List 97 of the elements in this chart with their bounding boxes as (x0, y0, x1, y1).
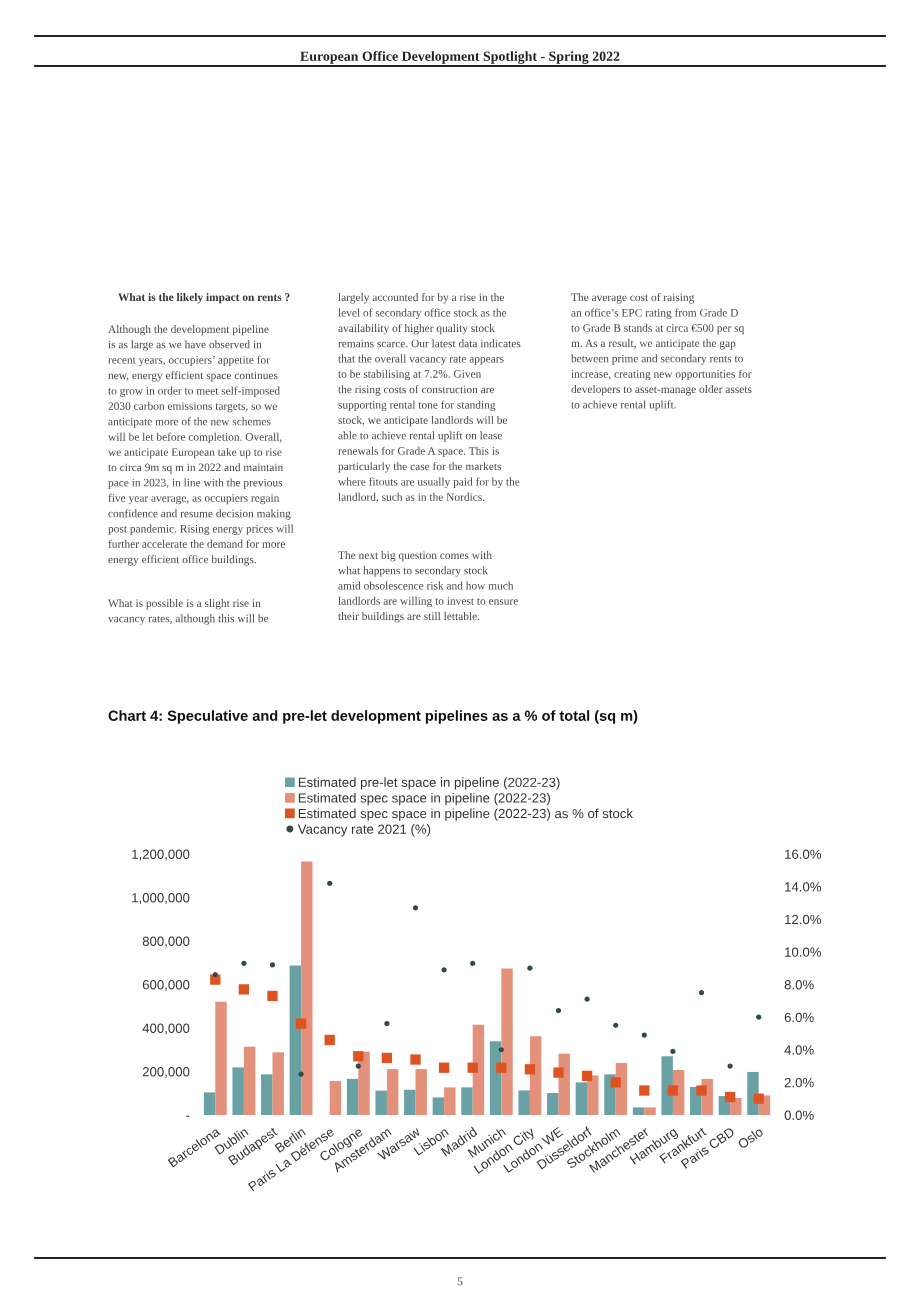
point (298, 1071, 304, 1077)
point (527, 965, 533, 971)
point (327, 880, 333, 886)
bar (404, 1089, 416, 1115)
text: Although the development pipeline is as large as we have observed in recent years, occupiers’ appetite for new, energy efficient space continues to grow in order to meet self-imposed 2030 carbon emissions targets, so we anticipate more of the new schemes will be let before completion. Overall, we anticipate European take up to rise to circa 9m sq m in 2022 and maintain pace in 2023, in line with the previous five year average, as occupiers regain confidence and resume decision making post pandemic. Rising energy prices will further accelerate the demand for more energy efficient office buildings. (108, 325, 294, 566)
legend-label: Vacancy rate 2021 (%) (297, 824, 431, 837)
y2-tick-label: 4.0% (784, 1045, 814, 1055)
bar (432, 1097, 445, 1115)
bar (272, 1052, 284, 1115)
y2-tick-label: 16.0% (785, 849, 822, 859)
point (238, 984, 250, 995)
bar (261, 1074, 273, 1115)
y-tick-label: 1,000,000 (132, 893, 190, 904)
point (727, 1063, 733, 1069)
legend-label: Estimated pre-let space in pipeline (2022-23) (298, 777, 560, 790)
bar (289, 965, 302, 1115)
point (241, 960, 247, 966)
bar (529, 1036, 542, 1115)
bar (632, 1107, 645, 1115)
y2-tick-label: 8.0% (784, 980, 814, 990)
point (670, 1048, 676, 1054)
y2-tick-label: 2.0% (784, 1077, 814, 1088)
y-tick-label: 600,000 (142, 980, 190, 991)
point (381, 1052, 393, 1064)
point (355, 1063, 361, 1069)
point (267, 990, 278, 1002)
legend-label: Estimated spec space in pipeline (2022-23) (298, 792, 551, 806)
point (412, 905, 419, 911)
y2-tick-label: 10.0% (785, 947, 822, 957)
text: largely accounted for by a rise in the level of secondary office stock as the availability of higher quality stock remains scarce. Our latest data indicates that the overall vacancy rate appears to be stabilising at 7.2%. Given the rising costs of construction are supporting rental tone for standing stock, we anticipate landlords will be able to achieve rental uplift on lease renewals for Grade A space. This is particularly the case for the markets where fitouts are usually paid for by the landlord, such as in the Nordics. (338, 293, 521, 503)
bar (730, 1098, 742, 1115)
point (613, 1022, 619, 1028)
text: What is possible is a slight rise in vacancy rates, although this will be (108, 599, 269, 625)
point (639, 1085, 650, 1096)
bar (232, 1067, 244, 1115)
bar (301, 861, 313, 1115)
point (410, 1054, 421, 1065)
point (555, 1008, 562, 1014)
bar (329, 1081, 342, 1115)
point (384, 1021, 390, 1027)
y2-tick-label: 6.0% (784, 1012, 814, 1023)
y-tick-label: 400,000 (142, 1023, 190, 1035)
point (584, 996, 590, 1002)
point (324, 1034, 335, 1046)
point (269, 962, 276, 968)
point (438, 1062, 450, 1073)
text: What is the likely impact on rents ? (118, 293, 290, 304)
bar (501, 968, 513, 1115)
y-tick-label: - (186, 1115, 190, 1117)
point (470, 960, 476, 966)
bar (444, 1087, 456, 1115)
bar (461, 1087, 473, 1115)
bar (489, 1041, 502, 1115)
point (496, 1062, 507, 1073)
point (581, 1070, 593, 1081)
bar (575, 1082, 588, 1115)
point (756, 1014, 762, 1020)
point (610, 1077, 621, 1088)
bar (415, 1069, 427, 1115)
bar (203, 1092, 216, 1115)
x-tick-label: Oslo (736, 1126, 764, 1150)
point (353, 1051, 364, 1062)
point (553, 1067, 564, 1078)
bar (644, 1107, 656, 1115)
point (498, 1047, 504, 1053)
y-tick-label: 200,000 (142, 1067, 190, 1078)
bar (375, 1090, 387, 1115)
point (441, 967, 447, 973)
point (467, 1062, 478, 1073)
point (641, 1032, 647, 1038)
y2-tick-label: 14.0% (785, 882, 822, 892)
y-tick-label: 800,000 (142, 936, 190, 948)
bar (661, 1056, 673, 1115)
y-tick-label: 1,200,000 (132, 849, 190, 861)
text: The next big question comes with what happens to secondary stock amid obsolescence risk and how much landlords are willing to invest to ensure their buildings are still lettable. (338, 551, 518, 623)
y2-tick-label: 0.0% (784, 1110, 814, 1120)
bar (358, 1051, 370, 1115)
point (212, 972, 218, 978)
bar (587, 1075, 599, 1115)
point (698, 990, 705, 996)
point (696, 1085, 707, 1096)
point (524, 1064, 536, 1075)
y2-tick-label: 12.0% (785, 914, 822, 925)
bar (215, 1001, 227, 1115)
bar (518, 1090, 530, 1115)
legend-label: Estimated spec space in pipeline (2022-23) as % of stock (298, 808, 633, 821)
bar (472, 1024, 485, 1115)
text: 5 (457, 1277, 463, 1286)
point (295, 1018, 307, 1029)
point (724, 1091, 736, 1103)
text: European Office Development Spotlight - Spring 2022 (300, 51, 620, 64)
bar (547, 1093, 559, 1115)
bar (243, 1046, 256, 1115)
text: The average cost of raising an office’s EPC rating from Grade D to Grade B stands at circa €500 per sq m. As a result, we anticipate the gap between prime and secondary rents to increase, creating new opportunities for developers to asset-manage older assets to achieve rental uplift. (571, 293, 752, 411)
chart-title: Chart 4: Speculative and pre-let development pipelines as a % of total (sq m) (108, 710, 638, 724)
bar (386, 1069, 399, 1115)
bar (346, 1078, 359, 1115)
